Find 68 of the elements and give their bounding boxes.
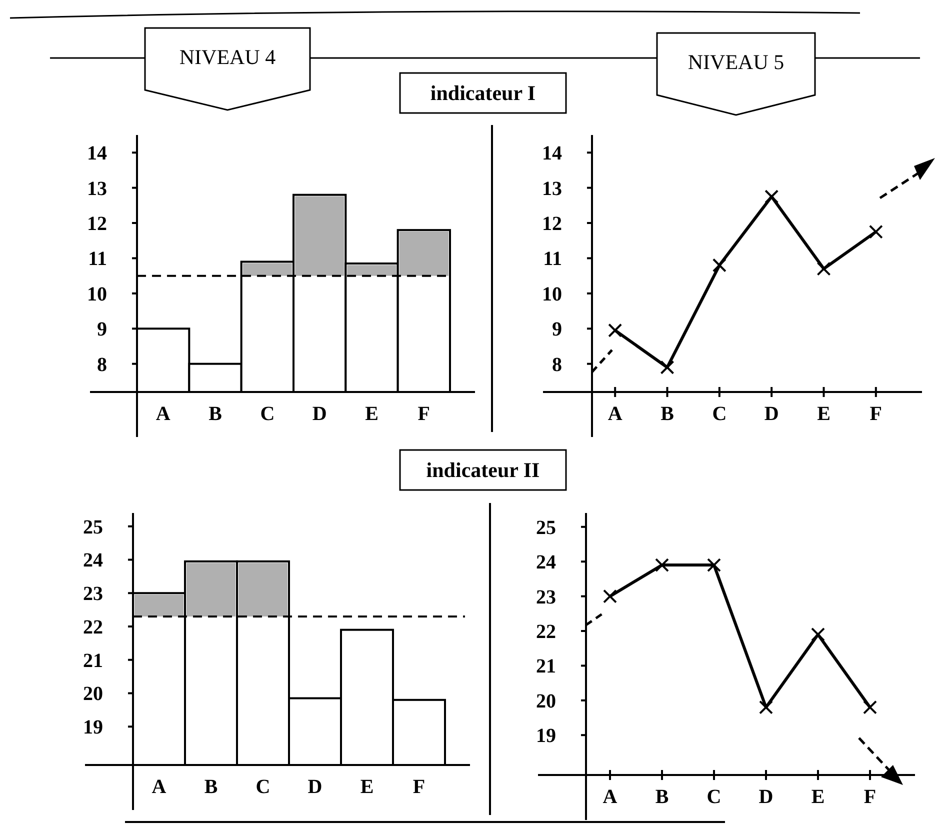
x-tick-label: E	[811, 786, 825, 808]
y-tick-label: 20	[83, 683, 103, 706]
point	[868, 224, 883, 239]
y-tick-label: 10	[87, 283, 107, 306]
point	[764, 190, 779, 204]
y-tick-label: 13	[542, 178, 562, 200]
chart-subtitle: indicateur I	[430, 81, 536, 105]
y-tick-label: 14	[87, 142, 107, 165]
y-tick-label: 13	[87, 178, 107, 200]
point	[603, 589, 617, 604]
y-tick-label: 21	[536, 656, 556, 678]
point	[655, 558, 669, 572]
x-tick-label: C	[706, 786, 722, 808]
point	[712, 258, 726, 272]
x-tick-label: E	[365, 403, 378, 425]
y-tick-label: 9	[97, 318, 107, 341]
x-tick-label: A	[156, 403, 171, 425]
x-tick-label: D	[308, 776, 322, 798]
point	[660, 360, 674, 374]
y-tick-label: 11	[88, 248, 107, 270]
x-tick-label: F	[870, 403, 882, 425]
y-tick-label: 10	[542, 283, 562, 306]
x-tick-label: B	[204, 776, 218, 798]
x-tick-label: E	[360, 776, 374, 798]
y-tick-label: 8	[97, 354, 107, 376]
y-tick-label: 23	[536, 586, 556, 608]
y-tick-label: 12	[87, 213, 107, 236]
y-tick-label: 22	[536, 620, 556, 643]
y-tick-label: 22	[83, 616, 103, 638]
point	[759, 700, 773, 714]
chart-title: NIVEAU 5	[688, 50, 784, 74]
x-tick-label: B	[208, 403, 222, 425]
x-tick-label: F	[412, 776, 426, 798]
y-tick-label: 24	[83, 550, 103, 572]
y-tick-label: 9	[552, 318, 562, 341]
x-tick-label: B	[660, 403, 674, 425]
chart-subtitle: indicateur II	[426, 458, 540, 482]
y-tick-label: 24	[536, 552, 556, 574]
x-tick-label: F	[418, 403, 430, 425]
x-tick-label: D	[312, 403, 327, 425]
y-tick-label: 8	[552, 354, 562, 376]
point	[811, 627, 825, 642]
x-tick-label: F	[864, 786, 876, 808]
x-tick-label: C	[712, 403, 727, 425]
y-tick-label: 12	[542, 213, 562, 236]
x-tick-label: A	[152, 776, 167, 798]
y-tick-label: 21	[83, 650, 103, 672]
x-tick-label: A	[602, 786, 618, 808]
point	[863, 700, 877, 714]
y-tick-label: 25	[83, 516, 103, 538]
y-tick-label: 19	[536, 725, 556, 748]
y-tick-label: 20	[536, 690, 556, 712]
x-tick-label: B	[655, 786, 669, 808]
y-tick-label: 23	[83, 583, 103, 606]
point	[816, 262, 831, 276]
point	[608, 323, 622, 338]
x-tick-label: C	[256, 776, 270, 798]
y-tick-label: 11	[543, 248, 562, 270]
y-tick-label: 25	[536, 516, 556, 539]
chart-title: NIVEAU 4	[179, 45, 276, 69]
x-tick-label: E	[817, 403, 830, 425]
y-tick-label: 14	[542, 142, 562, 165]
x-tick-label: A	[608, 403, 623, 425]
point	[707, 558, 721, 572]
x-tick-label: D	[764, 403, 779, 425]
y-tick-label: 19	[83, 716, 103, 739]
x-tick-label: C	[260, 403, 275, 425]
x-tick-label: D	[758, 786, 774, 808]
